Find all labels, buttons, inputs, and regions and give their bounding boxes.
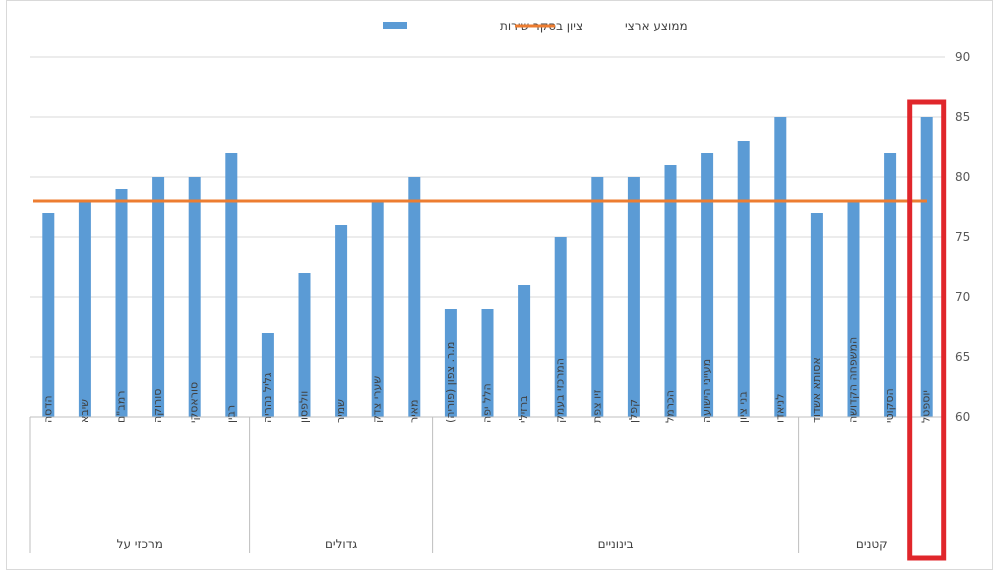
group-label: מרכזי על <box>117 537 163 551</box>
category-label: הסקוטי <box>883 388 896 423</box>
category-label: ברזילי <box>517 395 530 423</box>
category-label: וולפסון <box>298 391 311 423</box>
category-label: הדסה <box>41 395 54 423</box>
bar <box>884 153 897 417</box>
bar <box>554 237 567 417</box>
bar <box>78 201 91 417</box>
group-label: קטנים <box>856 537 888 551</box>
bar <box>518 285 531 417</box>
bar <box>335 225 348 417</box>
bar <box>664 165 677 417</box>
category-label: הכרמל <box>664 390 677 423</box>
category-label: רבין <box>224 405 237 423</box>
category-label: מעייני הישועה <box>700 359 713 423</box>
legend-label-average: ממוצע ארצי <box>625 19 688 33</box>
bar <box>920 117 933 417</box>
category-label: שערי צדק <box>371 376 384 423</box>
bar <box>408 177 421 417</box>
bar <box>444 309 457 417</box>
bar <box>371 201 384 417</box>
category-label: המרכזי בעמק <box>554 358 567 423</box>
chart-frame <box>6 0 993 570</box>
category-label: מ.ר. צפון (פוריה) <box>444 342 457 423</box>
bar <box>737 141 750 417</box>
legend-swatch-bars <box>383 22 407 29</box>
y-tick-label: 70 <box>955 290 970 304</box>
bar <box>774 117 787 417</box>
y-tick-label: 75 <box>955 230 970 244</box>
category-label: הלל יפה <box>481 383 494 423</box>
bar <box>298 273 311 417</box>
y-tick-label: 90 <box>955 50 970 64</box>
category-label: קפלן <box>627 399 640 423</box>
category-label: גליל נהריה <box>261 372 274 423</box>
bar <box>42 213 55 417</box>
category-label: שיבא <box>78 399 91 423</box>
bar <box>225 153 238 417</box>
y-tick-label: 60 <box>955 410 970 424</box>
bar <box>591 177 604 417</box>
group-label: גדולים <box>325 537 357 551</box>
category-label: סוראסקי <box>188 382 201 423</box>
category-label: אסותא אשדוד <box>810 357 823 423</box>
category-label: רמב"ם <box>115 391 128 423</box>
category-label: לניאדו <box>773 394 786 423</box>
bar <box>261 333 274 417</box>
bar <box>810 213 823 417</box>
category-label: סורוקה <box>151 389 164 423</box>
category-label: יוספטל <box>920 390 933 423</box>
category-label: המשפחה הקדושה <box>847 337 860 423</box>
bar <box>115 189 128 417</box>
bar <box>627 177 640 417</box>
highlight-box <box>907 99 947 561</box>
category-label: שמיר <box>334 399 347 423</box>
category-label: מאיר <box>407 400 420 424</box>
bar <box>701 153 714 417</box>
category-label: זיו צפת <box>590 389 603 423</box>
category-label: בני ציון <box>737 391 750 423</box>
y-tick-label: 80 <box>955 170 970 184</box>
group-label: בינוניים <box>598 537 634 551</box>
bar <box>481 309 494 417</box>
bar <box>847 201 860 417</box>
bar <box>152 177 165 417</box>
bar <box>188 177 201 417</box>
y-tick-label: 85 <box>955 110 970 124</box>
y-tick-label: 65 <box>955 350 970 364</box>
